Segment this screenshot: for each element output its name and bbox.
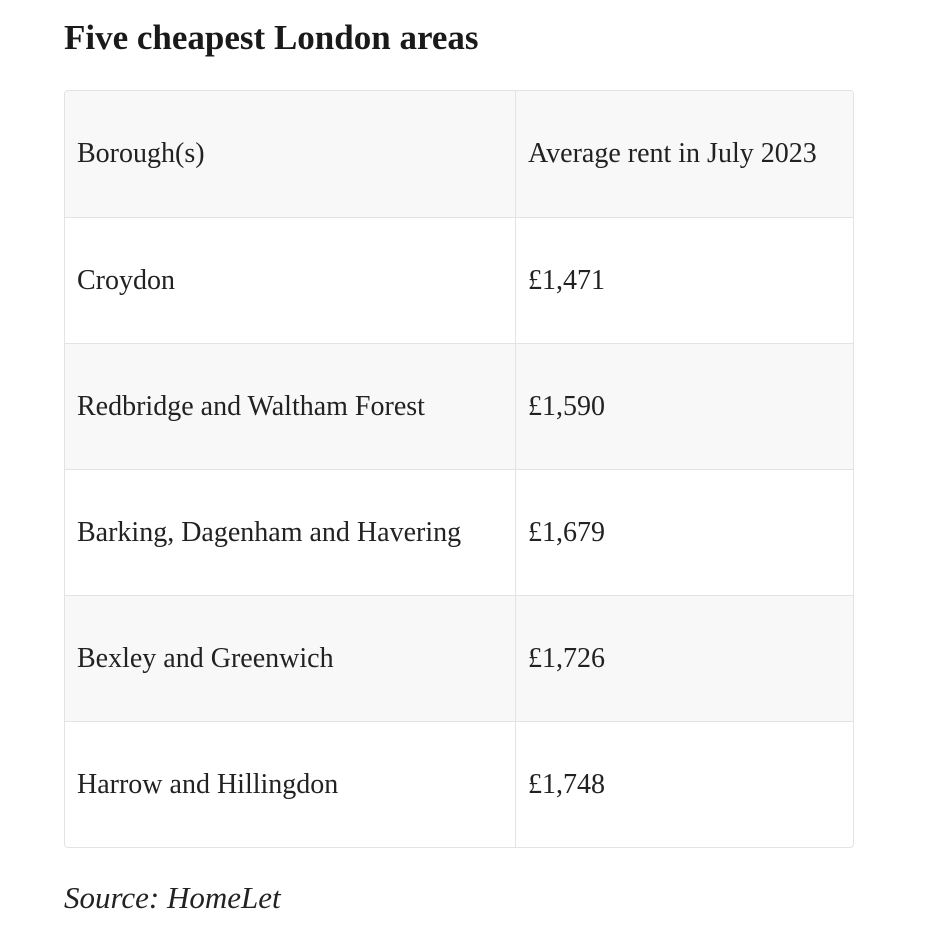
rent-cell: £1,748 <box>528 768 605 800</box>
borough-cell: Redbridge and Waltham Forest <box>65 344 516 469</box>
rent-cell: £1,471 <box>528 264 605 296</box>
borough-cell: Harrow and Hillingdon <box>65 722 516 847</box>
header-average-rent: Average rent in July 2023 <box>528 138 817 169</box>
rent-cell: £1,590 <box>528 390 605 422</box>
table-header-row: Borough(s) Average rent in July 2023 <box>65 91 853 217</box>
table-row: Bexley and Greenwich £1,726 <box>65 595 853 721</box>
table-row: Barking, Dagenham and Havering £1,679 <box>65 469 853 595</box>
table-row: Croydon £1,471 <box>65 217 853 343</box>
borough-cell: Barking, Dagenham and Havering <box>65 470 516 595</box>
rent-cell: £1,679 <box>528 516 605 548</box>
rent-cell: £1,726 <box>528 642 605 674</box>
table-row: Harrow and Hillingdon £1,748 <box>65 721 853 847</box>
rent-table: Borough(s) Average rent in July 2023 Cro… <box>64 90 854 848</box>
table-title: Five cheapest London areas <box>64 18 479 57</box>
header-borough: Borough(s) <box>65 91 516 217</box>
borough-cell: Croydon <box>65 218 516 343</box>
borough-cell: Bexley and Greenwich <box>65 596 516 721</box>
table-row: Redbridge and Waltham Forest £1,590 <box>65 343 853 469</box>
source-note: Source: HomeLet <box>64 880 281 915</box>
